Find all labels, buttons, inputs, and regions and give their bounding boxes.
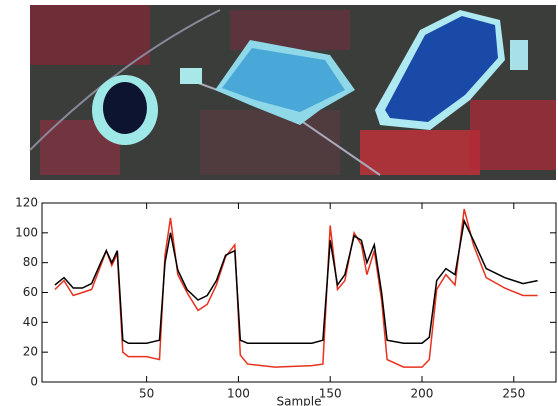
y-tick-label: 20 — [23, 345, 38, 359]
y-tick-label: 100 — [15, 225, 38, 239]
data-line — [54, 208, 538, 368]
x-tick-label: 200 — [411, 387, 434, 401]
x-tick-label: 250 — [502, 387, 525, 401]
y-tick-label: 40 — [23, 315, 38, 329]
data-line — [54, 218, 538, 344]
x-tick-label: 100 — [227, 387, 250, 401]
satellite-image — [29, 5, 556, 180]
y-tick-label: 60 — [23, 285, 38, 299]
x-tick-label: 150 — [319, 387, 342, 401]
y-tick-label: 0 — [30, 375, 38, 389]
x-tick-label: 50 — [139, 387, 154, 401]
x-axis-label: Sample — [277, 395, 322, 406]
y-tick-label: 120 — [15, 196, 38, 210]
y-tick-label: 80 — [23, 255, 38, 269]
